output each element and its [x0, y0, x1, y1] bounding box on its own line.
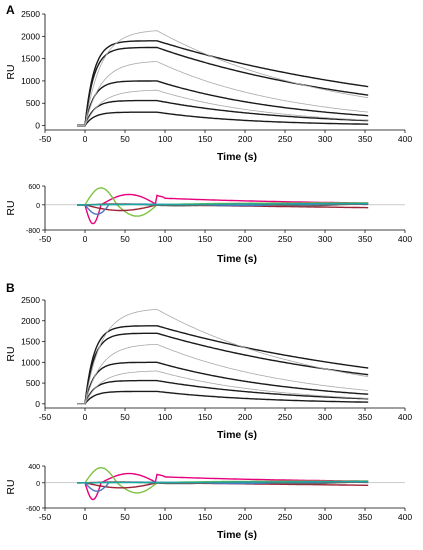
x-tick-label: 350: [358, 512, 372, 522]
x-tick-label: -50: [39, 512, 52, 522]
sensorgram-fit-series-4: [77, 111, 369, 127]
y-tick-label: 1000: [21, 76, 40, 86]
residual-series-0: [77, 193, 369, 225]
sensorgram-fit-series-0: [77, 40, 369, 127]
y-axis-title: RU: [5, 346, 17, 361]
y-tick-label: 2000: [21, 316, 40, 326]
y-tick-label: 2000: [21, 31, 40, 41]
y-tick-label: 0: [36, 203, 40, 210]
sensorgram-data-series-6: [77, 343, 369, 405]
x-tick-label: 250: [278, 412, 292, 422]
x-tick-label: 350: [358, 134, 372, 144]
y-axis-title: RU: [5, 200, 17, 215]
y-tick-label: 500: [26, 98, 40, 108]
x-tick-label: 400: [398, 234, 412, 244]
chart-a-residuals: -50 0 50 100 150 200 250 300 350 400 600 0 -800 Time …: [5, 184, 412, 265]
x-tick-label: 100: [158, 412, 172, 422]
chart-b-sensorgram: -50 0 50 100 150 200 250 300 350 400 0 500 1000 1500 2…: [5, 295, 412, 441]
x-tick-label: 250: [278, 134, 292, 144]
sensorgram-fit-series-2: [77, 361, 369, 405]
sensorgram-fit-series-2: [77, 80, 369, 127]
x-tick-label: 150: [198, 512, 212, 522]
y-axis-title: RU: [5, 64, 17, 79]
sensorgram-data-series-5: [77, 308, 369, 405]
x-tick-label: -50: [39, 234, 52, 244]
y-tick-label: 2500: [21, 295, 40, 305]
x-tick-label: 400: [398, 134, 412, 144]
panel-letter-b: B: [6, 281, 15, 295]
x-tick-label: 200: [238, 412, 252, 422]
sensorgram-data-series-6: [77, 61, 369, 126]
x-tick-label: 400: [398, 412, 412, 422]
panel-letter-a: A: [6, 3, 15, 17]
x-tick-label: 0: [83, 134, 88, 144]
chart-a-sensorgram: -50 0 50 100 150 200 250 300 350 400 0 500 1000 1500 2…: [5, 9, 412, 163]
sensorgram-fit-series-0: [77, 325, 369, 405]
sensorgram-data-series-7: [77, 370, 369, 405]
x-tick-label: -50: [39, 134, 52, 144]
residual-series-5: [77, 480, 369, 484]
x-tick-label: 300: [318, 512, 332, 522]
y-tick-label: -800: [26, 228, 40, 235]
residual-series-0: [77, 472, 369, 501]
y-tick-label: 1500: [21, 337, 40, 347]
y-axis-title: RU: [5, 479, 17, 494]
x-tick-label: 200: [238, 234, 252, 244]
x-tick-label: 300: [318, 134, 332, 144]
sensorgram-fit-series-1: [77, 46, 369, 127]
x-tick-label: 50: [120, 412, 130, 422]
x-tick-label: 150: [198, 234, 212, 244]
sensorgram-fit-series-3: [77, 379, 369, 405]
x-tick-label: 50: [120, 234, 130, 244]
x-tick-label: 350: [358, 234, 372, 244]
x-tick-label: 0: [83, 512, 88, 522]
y-tick-label: 0: [35, 121, 40, 131]
x-tick-label: 50: [120, 512, 130, 522]
x-tick-label: 200: [238, 134, 252, 144]
sensorgram-data-series-5: [77, 30, 369, 126]
sensorgram-data-series-7: [77, 89, 369, 126]
y-tick-label: -600: [26, 506, 40, 513]
x-tick-label: 0: [83, 412, 88, 422]
x-tick-label: 250: [278, 512, 292, 522]
x-axis-title: Time (s): [217, 253, 257, 265]
chart-b-residuals: -50 0 50 100 150 200 250 300 350 400 400 0 -600 Time …: [5, 464, 412, 541]
x-tick-label: 100: [158, 234, 172, 244]
x-tick-label: 50: [120, 134, 130, 144]
x-tick-label: 100: [158, 512, 172, 522]
y-tick-label: 2500: [21, 9, 40, 19]
x-tick-label: 300: [318, 234, 332, 244]
x-tick-label: 350: [358, 412, 372, 422]
x-tick-label: 200: [238, 512, 252, 522]
x-tick-label: 150: [198, 412, 212, 422]
y-tick-label: 1500: [21, 54, 40, 64]
sensorgram-fit-series-4: [77, 390, 369, 405]
x-tick-label: 0: [83, 234, 88, 244]
x-tick-label: 100: [158, 134, 172, 144]
x-axis-title: Time (s): [217, 429, 257, 441]
y-tick-label: 600: [28, 184, 40, 191]
x-tick-label: 300: [318, 412, 332, 422]
residual-series-5: [77, 202, 369, 206]
y-tick-label: 1000: [21, 357, 40, 367]
x-tick-label: 400: [398, 512, 412, 522]
sensorgram-fit-series-3: [77, 99, 369, 127]
x-tick-label: 150: [198, 134, 212, 144]
y-tick-label: 0: [35, 399, 40, 409]
x-axis-title: Time (s): [217, 529, 257, 541]
y-tick-label: 400: [28, 464, 40, 471]
x-axis-title: Time (s): [217, 151, 257, 163]
x-tick-label: -50: [39, 412, 52, 422]
y-tick-label: 500: [26, 378, 40, 388]
x-tick-label: 250: [278, 234, 292, 244]
y-tick-label: 0: [36, 481, 40, 488]
charts-container: -50 0 50 100 150 200 250 300 350 4000500100015002…: [5, 9, 412, 541]
